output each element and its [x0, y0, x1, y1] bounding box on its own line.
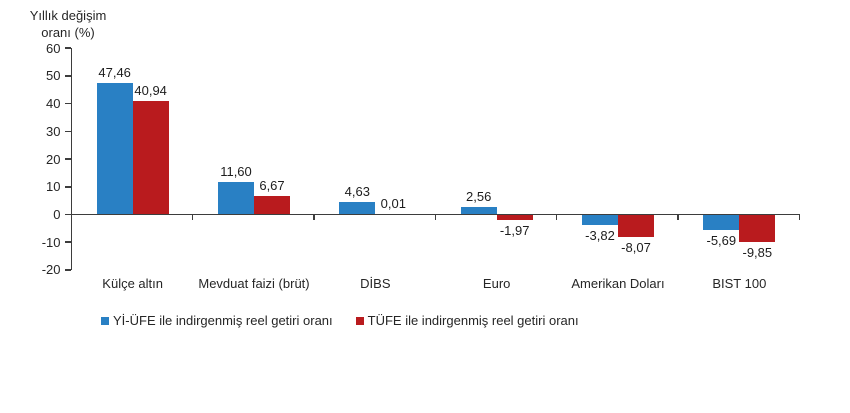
y-tick: [64, 158, 71, 160]
value-label-tufe-1: 6,67: [259, 178, 285, 193]
bar-tufe-0: [132, 100, 169, 215]
y-tick-label: 0: [53, 207, 61, 222]
bar-yiufe-3: [460, 207, 497, 215]
value-label-tufe-5: -9,85: [742, 244, 773, 260]
y-tick: [64, 102, 71, 105]
y-tick: [64, 213, 71, 216]
legend-item-yiufe: Yİ-ÜFE ile indirgenmiş reel getiri oranı: [101, 313, 333, 328]
legend-label-tufe: TÜFE ile indirgenmiş reel getiri oranı: [367, 313, 579, 328]
bar-tufe-3: [496, 214, 533, 220]
y-tick-label: 50: [46, 68, 61, 84]
category-label-0: Külçe altın: [102, 276, 163, 291]
y-axis-title-line2: oranı (%): [41, 25, 95, 40]
category-label-2: DİBS: [360, 276, 391, 291]
y-tick-label: -10: [41, 234, 61, 250]
x-tick: [434, 214, 436, 220]
value-label-tufe-4: -8,07: [621, 239, 651, 255]
value-label-yiufe-4: -3,82: [585, 228, 615, 244]
value-label-yiufe-0: 47,46: [98, 64, 131, 80]
legend-swatch-red-icon: [355, 316, 364, 325]
y-tick-label: 30: [46, 123, 61, 139]
category-label-5: BIST 100: [712, 276, 767, 291]
y-tick: [64, 47, 71, 49]
y-tick: [64, 269, 71, 271]
bar-yiufe-4: [582, 214, 618, 226]
y-tick: [64, 241, 71, 243]
y-axis-title: Yıllık değişim oranı (%): [14, 7, 122, 41]
category-label-3: Euro: [482, 276, 511, 291]
category-label-1: Mevduat faizi (brüt): [198, 276, 310, 291]
value-label-yiufe-5: -5,69: [706, 233, 737, 249]
bar-yiufe-2: [339, 201, 376, 215]
bar-yiufe-1: [218, 182, 254, 215]
y-tick-label: -20: [41, 262, 61, 278]
y-tick-label: 10: [46, 179, 61, 195]
x-tick: [555, 214, 558, 220]
y-tick-label: 40: [46, 96, 61, 112]
x-tick: [677, 214, 679, 220]
value-label-tufe-3: -1,97: [499, 222, 530, 238]
y-axis-title-line1: Yıllık değişim: [29, 8, 107, 23]
y-tick: [64, 75, 71, 77]
y-tick-label: 20: [46, 151, 61, 167]
y-axis-line: [70, 48, 72, 270]
bar-tufe-1: [254, 196, 290, 215]
value-label-tufe-2: 0,01: [380, 196, 406, 212]
y-tick: [64, 186, 71, 188]
category-label-4: Amerikan Doları: [571, 276, 665, 291]
bar-yiufe-5: [703, 214, 740, 231]
legend-swatch-blue-icon: [101, 316, 109, 325]
value-label-tufe-0: 40,94: [134, 82, 167, 98]
bar-tufe-5: [739, 214, 776, 242]
legend-item-tufe: TÜFE ile indirgenmiş reel getiri oranı: [355, 313, 579, 328]
bar-yiufe-0: [96, 82, 133, 215]
y-tick-label: 60: [46, 40, 61, 56]
x-tick: [191, 214, 194, 220]
x-tick: [798, 214, 800, 220]
legend: Yİ-ÜFE ile indirgenmiş reel getiri oranı…: [101, 313, 579, 328]
legend-label-yiufe: Yİ-ÜFE ile indirgenmiş reel getiri oranı: [113, 313, 333, 328]
bar-tufe-4: [618, 214, 654, 237]
value-label-yiufe-2: 4,63: [344, 183, 370, 199]
value-label-yiufe-1: 11,60: [220, 164, 252, 180]
value-label-yiufe-3: 2,56: [466, 189, 492, 205]
x-tick: [313, 214, 315, 220]
y-tick: [64, 130, 71, 133]
